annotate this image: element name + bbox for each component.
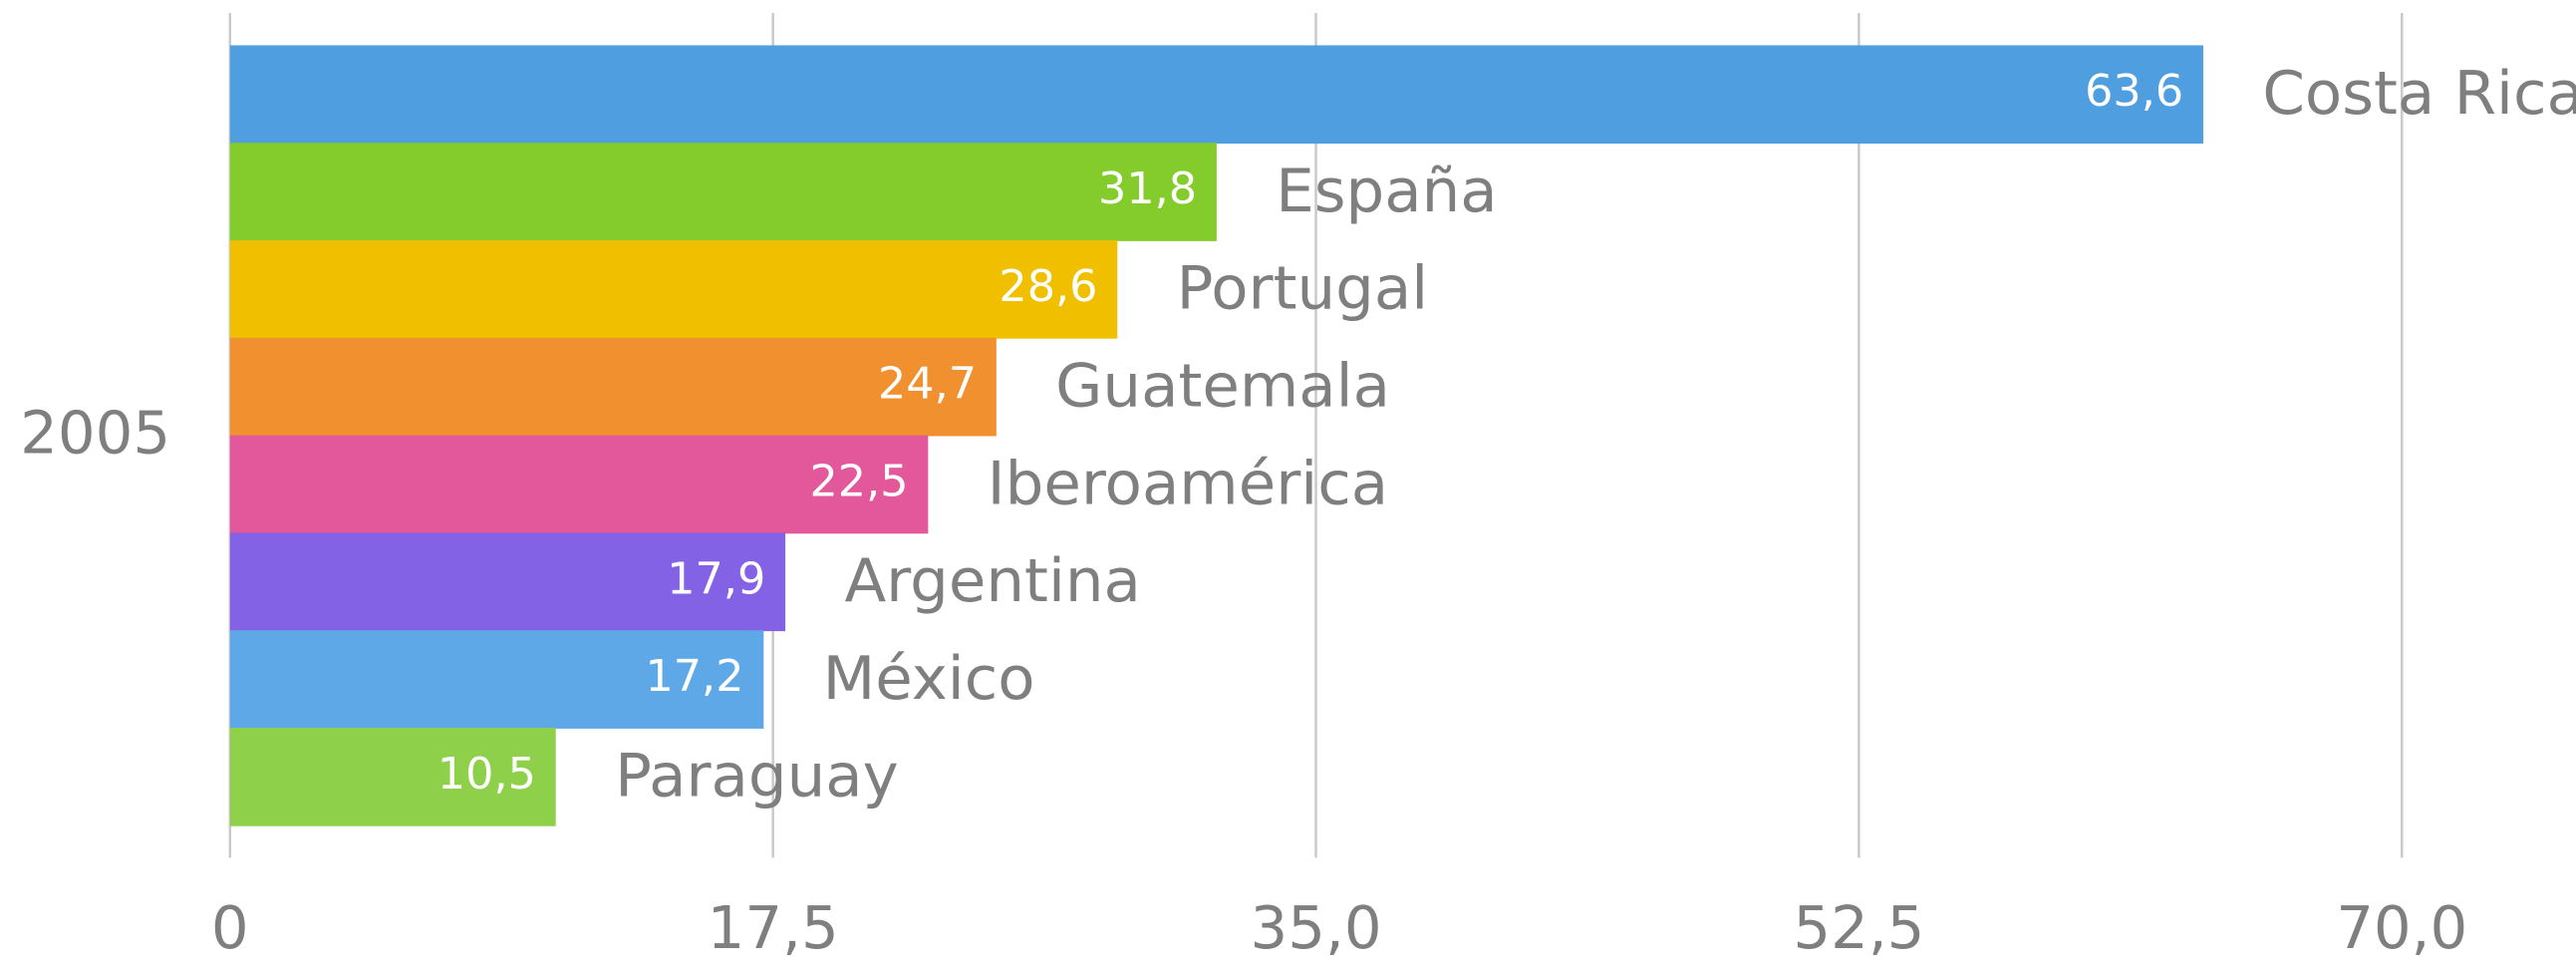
data-label: 24,7 <box>878 359 977 410</box>
data-label: 28,6 <box>999 261 1097 312</box>
bar <box>229 143 1217 241</box>
bar <box>229 337 997 437</box>
bar <box>229 532 786 632</box>
bar <box>229 435 929 534</box>
series-label: España <box>1276 157 1497 225</box>
series-label: Argentina <box>844 547 1140 616</box>
data-label: 22,5 <box>809 457 908 507</box>
x-tick-label: 70,0 <box>2336 893 2467 961</box>
data-label: 10,5 <box>437 749 536 800</box>
series-label: Costa Rica <box>2262 59 2576 128</box>
series-label: Paraguay <box>615 742 899 810</box>
x-tick-label: 52,5 <box>1793 893 1924 961</box>
bar <box>229 240 1118 339</box>
data-label: 17,2 <box>645 651 743 702</box>
series-label: México <box>823 644 1035 713</box>
bar <box>229 728 556 826</box>
series-label: Iberoamérica <box>988 450 1388 518</box>
data-label: 17,9 <box>667 554 765 605</box>
data-label: 31,8 <box>1098 163 1197 214</box>
series-label: Guatemala <box>1055 352 1390 421</box>
x-tick-label: 17,5 <box>708 893 839 961</box>
bar <box>229 630 764 729</box>
series-label: Portugal <box>1177 254 1429 323</box>
bar <box>229 45 2203 145</box>
x-tick-label: 35,0 <box>1250 893 1381 961</box>
x-tick-label: 0 <box>211 893 249 961</box>
data-label: 63,6 <box>2085 67 2183 118</box>
category-label: 2005 <box>20 399 170 467</box>
